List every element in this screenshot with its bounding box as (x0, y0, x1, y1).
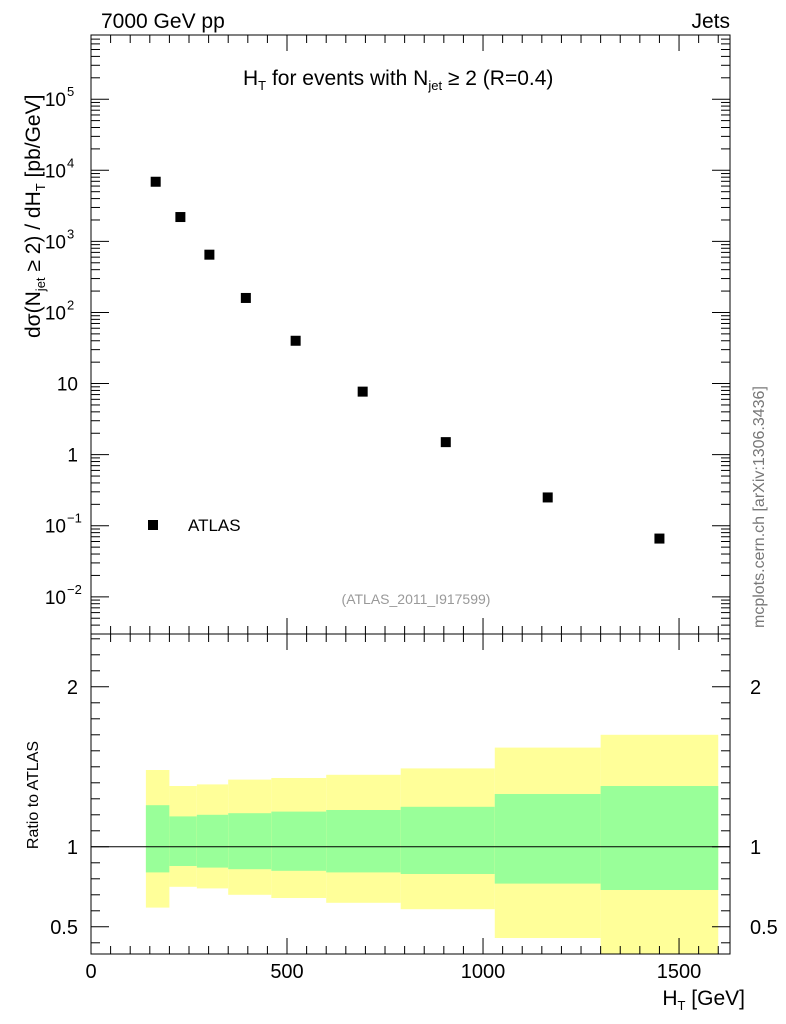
y-tick-label: 10 (45, 161, 66, 182)
y-axis-label: dσ(Njet ≥ 2) / dHT [pb/GeV] (22, 95, 48, 338)
ratio-tick-label-right: 2 (750, 677, 761, 699)
x-tick-label: 1500 (657, 961, 702, 983)
y-tick-label: 1 (67, 446, 78, 467)
ratio-tick-label-left: 2 (67, 677, 78, 699)
y-tick-exponent: 3 (67, 226, 74, 241)
data-point (290, 335, 301, 346)
axis-ticks (90, 34, 730, 954)
y-tick-exponent: 4 (67, 155, 74, 170)
data-point (150, 176, 161, 187)
y-tick-label: 10 (45, 303, 66, 324)
lower-frame (90, 633, 731, 955)
ratio-tick-label-left: 1 (67, 837, 78, 859)
y-tick-exponent: −1 (67, 511, 82, 526)
y-tick-exponent: −2 (67, 582, 82, 597)
ratio-axis-label: Ratio to ATLAS (25, 741, 42, 849)
data-point (175, 212, 186, 223)
band-inner (228, 813, 272, 870)
data-point (440, 437, 451, 448)
y-tick-label: 10 (57, 375, 78, 396)
y-tick-exponent: 2 (67, 297, 74, 312)
ratio-bands (91, 734, 730, 954)
band-inner (400, 806, 495, 874)
band-inner (271, 811, 327, 871)
band-inner (326, 810, 401, 873)
data-point (542, 492, 553, 503)
watermark: (ATLAS_2011_I917599) (342, 591, 491, 607)
x-tick-label: 0 (85, 961, 96, 983)
y-tick-label: 10 (45, 517, 66, 538)
ratio-tick-label-right: 1 (750, 837, 761, 859)
legend-label: ATLAS (188, 516, 241, 535)
band-inner (169, 816, 197, 866)
x-axis-label: HT [GeV] (662, 987, 745, 1013)
x-tick-label: 1000 (461, 961, 506, 983)
ratio-tick-label-left: 0.5 (50, 917, 78, 939)
header-left: 7000 GeV pp (101, 10, 225, 33)
data-markers (150, 176, 665, 544)
data-point (654, 533, 665, 544)
band-inner (494, 794, 601, 884)
legend-marker (148, 520, 158, 530)
data-point (357, 386, 368, 397)
data-point (204, 249, 215, 260)
y-tick-exponent: 5 (67, 84, 74, 99)
band-inner (600, 786, 719, 890)
chart-title: HT for events with Njet ≥ 2 (R=0.4) (243, 67, 553, 93)
band-inner (145, 805, 170, 873)
ratio-tick-label-right: 0.5 (750, 917, 778, 939)
y-tick-label: 10 (45, 588, 66, 609)
side-label: mcplots.cern.ch [arXiv:1306.3436] (751, 386, 768, 628)
y-tick-label: 10 (45, 232, 66, 253)
band-inner (196, 814, 229, 868)
data-point (240, 292, 251, 303)
x-tick-label: 500 (270, 961, 303, 983)
header-right: Jets (691, 10, 730, 33)
y-tick-label: 10 (45, 90, 66, 111)
upper-frame (90, 34, 731, 635)
